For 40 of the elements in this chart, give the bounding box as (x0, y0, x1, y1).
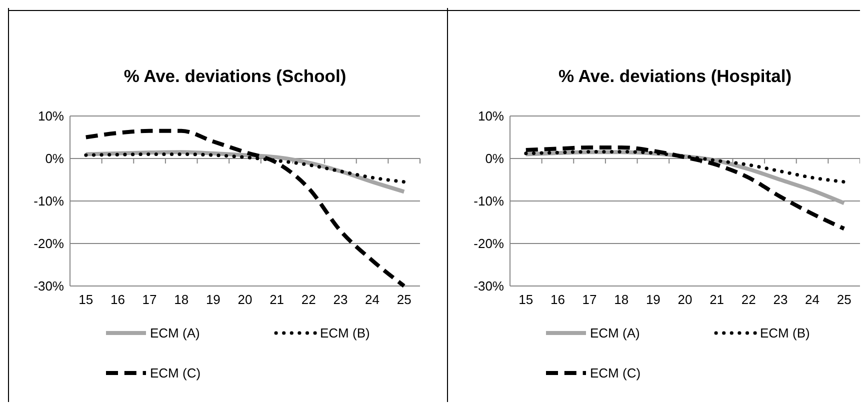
y-tick-label: -20% (474, 236, 504, 251)
x-tick-label: 23 (333, 292, 348, 307)
x-tick-label: 17 (582, 292, 597, 307)
x-tick-label: 19 (206, 292, 220, 307)
legend-label: ECM (A) (590, 326, 640, 340)
y-tick-label: 10% (38, 108, 64, 124)
chart-title: % Ave. deviations (School) (124, 66, 346, 86)
x-tick-label: 17 (142, 292, 157, 307)
y-tick-label: -10% (474, 194, 504, 208)
y-tick-label: -10% (34, 194, 64, 208)
x-tick-label: 16 (550, 292, 565, 307)
y-tick-label: -20% (34, 236, 64, 251)
legend-label: ECM (C) (150, 366, 201, 380)
y-tick-label: -30% (34, 278, 64, 294)
x-tick-label: 21 (270, 292, 284, 307)
x-tick-label: 25 (836, 292, 852, 307)
x-tick-label: 18 (174, 292, 189, 307)
x-tick-label: 24 (805, 292, 820, 307)
x-tick-label: 21 (710, 292, 724, 307)
x-tick-label: 19 (646, 292, 660, 307)
x-tick-label: 20 (238, 292, 252, 307)
x-tick-label: 22 (301, 292, 316, 307)
x-tick-label: 15 (518, 292, 534, 307)
legend-label: ECM (B) (760, 326, 810, 340)
x-tick-label: 23 (773, 292, 788, 307)
x-tick-label: 22 (741, 292, 756, 307)
legend-label: ECM (A) (150, 326, 200, 340)
y-tick-label: 0% (45, 151, 64, 166)
x-tick-label: 20 (678, 292, 692, 307)
x-tick-label: 25 (396, 292, 412, 307)
chart-title: % Ave. deviations (Hospital) (558, 66, 792, 86)
y-tick-label: 0% (485, 151, 504, 166)
legend-label: ECM (B) (320, 326, 370, 340)
x-tick-label: 18 (614, 292, 629, 307)
x-tick-label: 15 (78, 292, 94, 307)
x-tick-label: 16 (110, 292, 125, 307)
y-tick-label: 10% (478, 108, 504, 124)
legend-label: ECM (C) (590, 366, 641, 380)
x-tick-label: 24 (365, 292, 380, 307)
y-tick-label: -30% (474, 278, 504, 294)
